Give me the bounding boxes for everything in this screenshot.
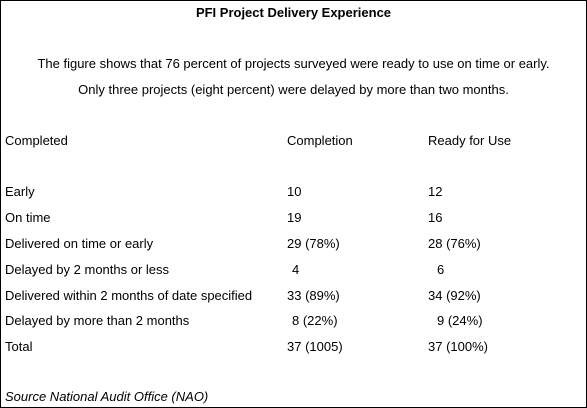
- header-completion: Completion: [287, 133, 353, 148]
- row-label-delayed-2-months-or-less: Delayed by 2 months or less: [5, 262, 170, 277]
- page-title: PFI Project Delivery Experience: [195, 5, 392, 20]
- summary-line-2: Only three projects (eight percent) were…: [78, 82, 509, 97]
- row-total-ready: 37 (100%): [428, 339, 488, 354]
- row-label-on-time: On time: [5, 210, 51, 225]
- row-delayed-2-months-or-less-ready: 6: [437, 262, 445, 277]
- row-delivered-within-2-months-completion: 33 (89%): [287, 288, 340, 303]
- header-completed: Completed: [5, 133, 68, 148]
- row-early-ready: 12: [428, 184, 443, 199]
- row-delayed-more-than-2-months-ready: 9 (24%): [437, 313, 483, 328]
- row-label-early: Early: [5, 184, 35, 199]
- source-note: Source National Audit Office (NAO): [5, 389, 209, 404]
- row-delayed-2-months-or-less-completion: 4: [292, 262, 300, 277]
- row-label-delivered-within-2-months: Delivered within 2 months of date specif…: [5, 288, 253, 303]
- row-on-time-ready: 16: [428, 210, 443, 225]
- row-label-total: Total: [5, 339, 33, 354]
- row-delivered-on-time-or-early-ready: 28 (76%): [428, 236, 481, 251]
- row-delivered-within-2-months-ready: 34 (92%): [428, 288, 481, 303]
- header-ready-for-use: Ready for Use: [428, 133, 512, 148]
- row-label-delayed-more-than-2-months: Delayed by more than 2 months: [5, 313, 190, 328]
- row-total-completion: 37 (1005): [287, 339, 343, 354]
- row-label-delivered-on-time-or-early: Delivered on time or early: [5, 236, 154, 251]
- summary-line-1: The figure shows that 76 percent of proj…: [37, 56, 550, 71]
- row-early-completion: 10: [287, 184, 302, 199]
- row-delivered-on-time-or-early-completion: 29 (78%): [287, 236, 340, 251]
- row-on-time-completion: 19: [287, 210, 302, 225]
- row-delayed-more-than-2-months-completion: 8 (22%): [292, 313, 338, 328]
